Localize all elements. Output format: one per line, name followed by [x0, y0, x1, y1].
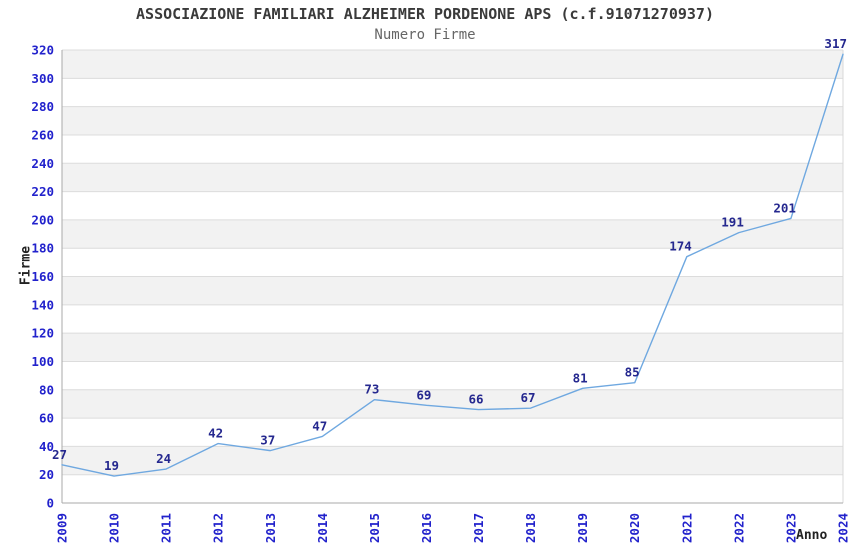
x-tick-label: 2014	[315, 513, 330, 543]
data-point-label: 191	[721, 215, 744, 230]
y-tick-label: 180	[31, 241, 54, 256]
background-band	[62, 389, 843, 419]
background-band	[62, 50, 843, 79]
y-tick-label: 220	[31, 184, 54, 199]
x-axis-title: Anno	[796, 528, 828, 543]
data-line	[61, 53, 844, 477]
x-tick-label: 2017	[471, 513, 486, 543]
background-band	[62, 333, 843, 362]
y-tick-label: 280	[31, 99, 54, 114]
x-tick-label: 2022	[731, 513, 746, 543]
y-tick-label: 0	[46, 496, 54, 511]
x-tick-label: 2019	[575, 513, 590, 543]
y-tick-label: 200	[31, 212, 54, 227]
x-tick-label: 2021	[679, 513, 694, 543]
data-point-label: 67	[521, 390, 536, 405]
chart-title: ASSOCIAZIONE FAMILIARI ALZHEIMER PORDENO…	[136, 5, 714, 23]
y-tick-label: 80	[39, 382, 54, 397]
y-tick-label: 120	[31, 326, 54, 341]
data-point-label: 27	[52, 447, 67, 462]
data-point-label: 66	[468, 392, 483, 407]
data-point-label: 19	[104, 458, 119, 473]
x-tick-label: 2009	[55, 513, 70, 543]
data-point-label: 73	[364, 382, 379, 397]
background-band	[62, 163, 843, 192]
x-tick-label: 2016	[419, 513, 434, 543]
data-point-label: 317	[824, 36, 847, 51]
data-point-label: 174	[669, 239, 692, 254]
x-tick-label: 2010	[107, 513, 122, 543]
x-tick-label: 2020	[627, 513, 642, 543]
background-band	[62, 276, 843, 305]
y-tick-label: 160	[31, 269, 54, 284]
data-point-label: 69	[416, 387, 431, 402]
data-point-label: 24	[156, 451, 171, 466]
background-band	[62, 219, 843, 249]
y-tick-label: 100	[31, 354, 54, 369]
background-band	[62, 106, 843, 135]
x-tick-label: 2012	[211, 513, 226, 543]
y-tick-label: 140	[31, 297, 54, 312]
chart-subtitle: Numero Firme	[374, 27, 476, 43]
x-tick-label: 2011	[159, 513, 174, 543]
y-tick-label: 300	[31, 71, 54, 86]
data-point-label: 85	[625, 365, 640, 380]
y-tick-label: 40	[39, 439, 54, 454]
y-tick-label: 20	[39, 467, 54, 482]
x-tick-label: 2015	[367, 513, 382, 543]
x-tick-label: 2018	[523, 513, 538, 543]
x-tick-label: 2013	[263, 513, 278, 543]
y-tick-label: 60	[39, 411, 54, 426]
x-tick-label: 2024	[836, 513, 850, 543]
data-point-label: 42	[208, 426, 223, 441]
data-point-label: 47	[312, 418, 327, 433]
x-tick-label: 2023	[783, 513, 798, 543]
data-point-label: 37	[260, 433, 275, 448]
data-point-label: 201	[773, 200, 796, 215]
y-tick-label: 320	[31, 43, 54, 58]
background-band	[62, 446, 843, 475]
y-tick-label: 240	[31, 156, 54, 171]
data-point-label: 81	[573, 370, 588, 385]
y-tick-label: 260	[31, 127, 54, 142]
